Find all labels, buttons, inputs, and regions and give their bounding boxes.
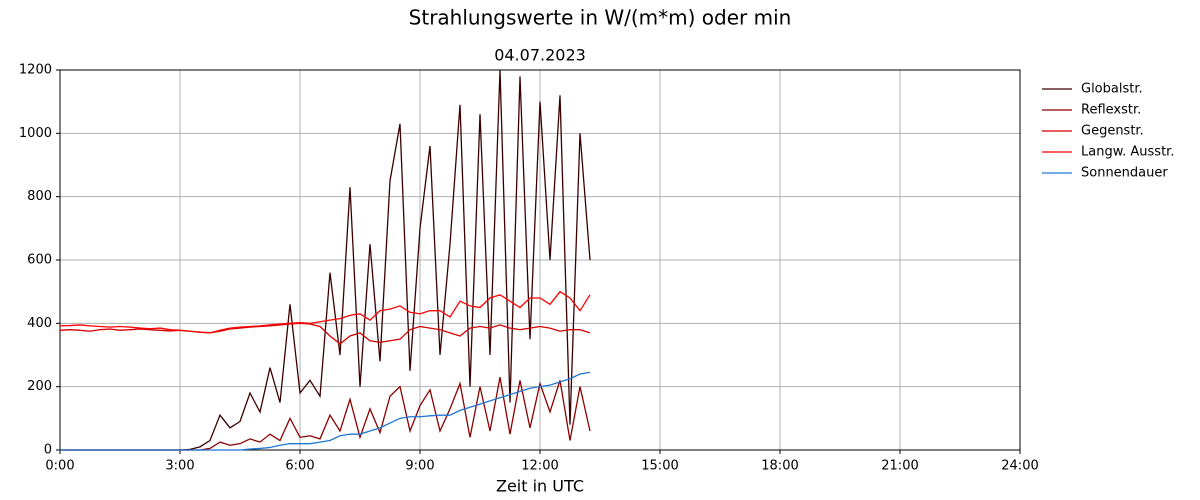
plot-frame: [59, 69, 1021, 451]
series-line: [59, 290, 591, 334]
y-tick-label: 1000: [19, 126, 52, 141]
legend-label: Globalstr.: [1081, 82, 1143, 97]
x-tick-label: 21:00: [881, 459, 918, 474]
legend-label: Gegenstr.: [1081, 124, 1144, 139]
x-tick-label: 6:00: [285, 459, 314, 474]
y-tick-label: 800: [27, 189, 52, 204]
x-tick-label: 18:00: [761, 459, 798, 474]
y-tick-label: 600: [27, 253, 52, 268]
y-tick-label: 400: [27, 316, 52, 331]
series-line: [60, 371, 591, 451]
legend-label: Reflexstr.: [1081, 103, 1141, 118]
y-tick-label: 200: [27, 379, 52, 394]
legend-label: Sonnendauer: [1081, 166, 1168, 181]
x-tick-label: 3:00: [165, 459, 194, 474]
x-axis-label: Zeit in UTC: [496, 477, 584, 496]
x-tick-label: 12:00: [521, 459, 558, 474]
x-tick-label: 0:00: [45, 459, 74, 474]
chart-subtitle: 04.07.2023: [494, 46, 586, 65]
y-tick-label: 0: [44, 443, 52, 458]
series-line: [59, 322, 591, 345]
chart-title: Strahlungswerte in W/(m*m) oder min: [409, 6, 792, 30]
x-tick-label: 15:00: [641, 459, 678, 474]
x-tick-label: 24:00: [1001, 459, 1038, 474]
y-tick-label: 1200: [19, 63, 52, 78]
legend-label: Langw. Ausstr.: [1081, 145, 1174, 160]
x-tick-label: 9:00: [405, 459, 434, 474]
